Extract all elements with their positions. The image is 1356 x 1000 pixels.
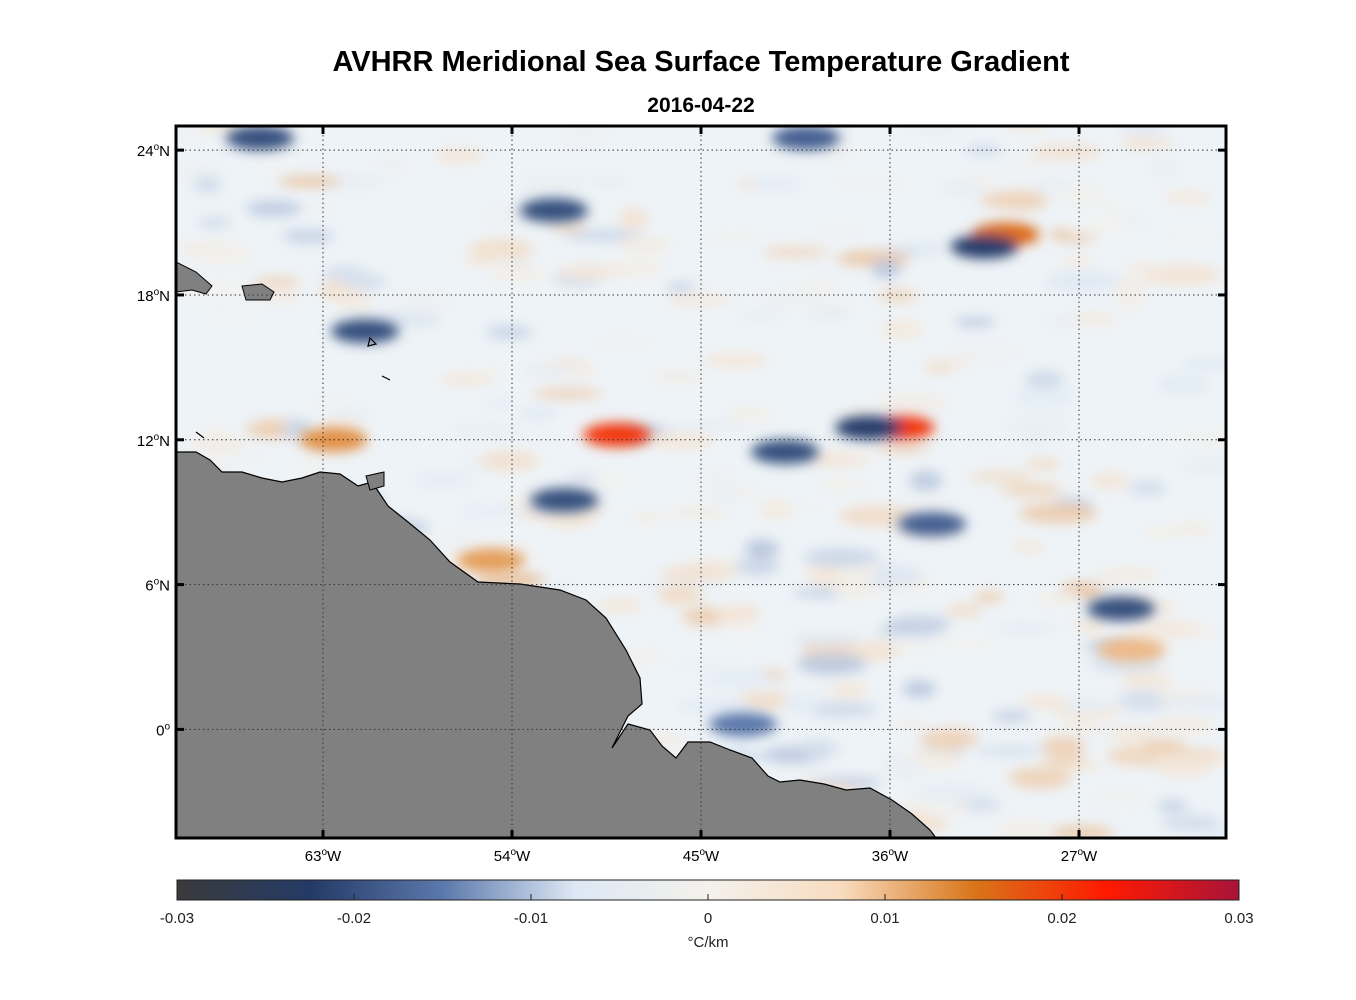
lat-tick-label: 0o	[156, 721, 170, 739]
cold-gradient-patch	[751, 439, 819, 464]
land-layer	[176, 261, 937, 838]
cold-gradient-patch	[331, 319, 399, 344]
lon-tick-label: 54oW	[494, 847, 531, 865]
map-frame	[174, 124, 1228, 840]
colorbar-tick-label: 0.03	[1224, 910, 1253, 927]
lon-tick-label: 27oW	[1061, 847, 1098, 865]
colorbar-tick-label: 0	[704, 910, 712, 927]
colorbar-tick-label: 0.01	[870, 910, 899, 927]
small-island	[195, 336, 391, 439]
cold-gradient-patch	[709, 712, 777, 737]
cold-gradient-patch	[950, 234, 1019, 259]
lon-tick-label: 63oW	[305, 847, 342, 865]
warm-gradient-patch	[1097, 637, 1166, 662]
cold-gradient-patch	[772, 126, 840, 151]
colorbar-label: °C/km	[688, 934, 729, 951]
caribbean-island	[365, 471, 385, 491]
colorbar-tick-label: -0.01	[514, 910, 548, 927]
warm-gradient-patch	[457, 548, 525, 573]
chart-title: AVHRR Meridional Sea Surface Temperature…	[332, 46, 1070, 78]
lat-tick-label: 6oN	[145, 577, 170, 595]
cold-gradient-patch	[226, 126, 294, 151]
graticule	[176, 126, 1226, 838]
south-america-landmass	[176, 451, 937, 838]
colorbar-tick-label: -0.02	[337, 910, 371, 927]
lon-tick-label: 36oW	[872, 847, 909, 865]
lat-tick-label: 12oN	[137, 432, 170, 450]
latitude-labels: 24oN 18oN 12oN 6oN 0o	[137, 142, 171, 739]
lat-tick-label: 18oN	[137, 287, 170, 305]
cold-gradient-patch	[898, 512, 966, 537]
cold-gradient-patch	[530, 488, 599, 513]
chart-subtitle: 2016-04-22	[647, 94, 755, 117]
lat-tick-label: 24oN	[137, 142, 170, 160]
caribbean-island	[176, 261, 213, 295]
cold-gradient-patch	[520, 198, 588, 223]
colorbar: -0.03 -0.02 -0.01 0 0.01 0.02 0.03 °C/km	[160, 879, 1254, 951]
caribbean-island	[241, 283, 275, 301]
colorbar-ticks: -0.03 -0.02 -0.01 0 0.01 0.02 0.03	[160, 894, 1254, 927]
cold-gradient-patch	[1087, 596, 1155, 621]
cold-gradient-patch	[835, 415, 903, 440]
lon-tick-label: 45oW	[683, 847, 720, 865]
colorbar-tick-label: 0.02	[1047, 910, 1076, 927]
colorbar-tick-label: -0.03	[160, 910, 194, 927]
longitude-labels: 63oW 54oW 45oW 36oW 27oW	[305, 847, 1098, 865]
warm-gradient-patch	[583, 422, 651, 447]
